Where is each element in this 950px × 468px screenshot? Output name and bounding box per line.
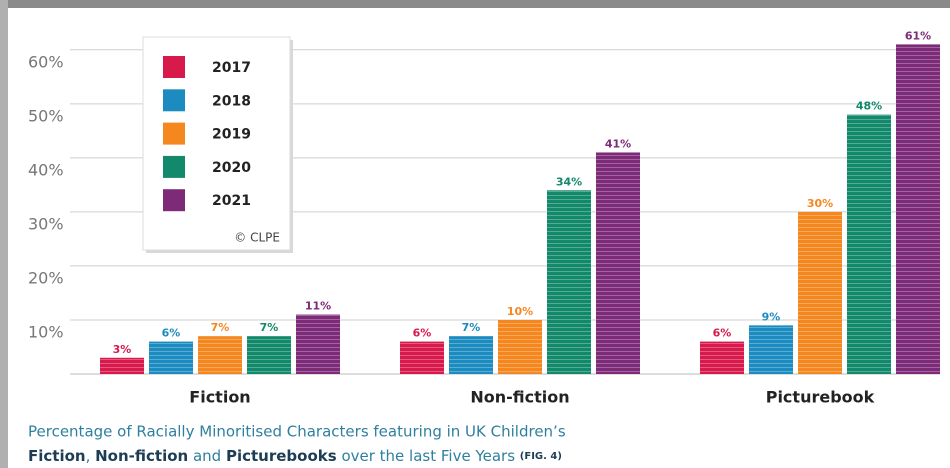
value-label: 30%: [807, 197, 833, 210]
caption: Fiction, Non-fiction and Picturebooks ov…: [28, 447, 562, 465]
bars: Fiction 3% 6% 7% 7% 11% Non-fiction 6% 7% 10% 34% 4…: [100, 29, 940, 407]
bar-texture: [798, 211, 842, 374]
y-tick-label: 50%: [28, 106, 64, 125]
caption-part: Picturebooks: [226, 447, 337, 465]
value-label: 7%: [211, 321, 230, 334]
caption: Percentage of Racially Minoritised Chara…: [28, 423, 566, 441]
legend: 2017 2018 2019 2020 2021 © CLPE: [142, 36, 293, 253]
y-tick-label: 20%: [28, 268, 64, 287]
y-tick-label: 40%: [28, 160, 64, 179]
caption-part: (FIG. 4): [520, 451, 562, 462]
value-label: 6%: [413, 327, 432, 340]
caption-part: Non-fiction: [95, 447, 188, 465]
value-label: 10%: [507, 305, 533, 318]
bar-texture: [198, 336, 242, 374]
legend-label: 2021: [212, 193, 251, 209]
legend-label: 2019: [212, 127, 251, 143]
legend-swatch: [163, 56, 185, 78]
value-label: 11%: [305, 300, 331, 313]
value-label: 61%: [905, 29, 931, 42]
y-tick-label: 60%: [28, 52, 64, 71]
value-label: 7%: [462, 321, 481, 334]
legend-swatch: [163, 155, 185, 178]
x-tick-label: Non-fiction: [470, 388, 569, 407]
bar-texture: [449, 336, 493, 374]
bar-texture: [547, 190, 591, 374]
caption-part: Fiction: [28, 447, 86, 465]
value-label: 9%: [762, 310, 781, 323]
caption-part: ,: [86, 447, 96, 465]
legend-label: 2017: [212, 60, 251, 76]
bar-texture: [847, 114, 891, 374]
bar-texture: [498, 319, 542, 374]
legend-swatch: [163, 122, 185, 145]
bar-texture: [247, 336, 291, 374]
left-border: [0, 0, 8, 468]
legend-swatch: [163, 89, 185, 112]
value-label: 34%: [556, 175, 582, 188]
bar-texture: [400, 341, 444, 374]
x-tick-label: Fiction: [189, 388, 250, 407]
value-label: 7%: [260, 321, 279, 334]
value-label: 6%: [162, 327, 181, 340]
bar-texture: [749, 325, 793, 374]
bar-texture: [296, 314, 340, 374]
value-label: 48%: [856, 100, 882, 113]
value-label: 6%: [713, 327, 732, 340]
bar-texture: [700, 341, 744, 374]
bar-texture: [896, 44, 940, 374]
legend-label: 2018: [212, 93, 251, 109]
copyright: © CLPE: [234, 231, 280, 245]
bar-texture: [100, 357, 144, 374]
caption-part: over the last Five Years: [337, 447, 520, 465]
bar-texture: [149, 341, 193, 374]
caption-part: and: [188, 447, 226, 465]
y-tick-label: 10%: [28, 322, 64, 341]
legend-label: 2020: [212, 160, 251, 176]
x-tick-label: Picturebook: [766, 388, 875, 407]
value-label: 3%: [113, 343, 132, 356]
legend-swatch: [163, 189, 185, 212]
top-border: [0, 0, 950, 8]
y-tick-label: 30%: [28, 214, 64, 233]
value-label: 41%: [605, 137, 631, 150]
bar-texture: [596, 152, 640, 374]
